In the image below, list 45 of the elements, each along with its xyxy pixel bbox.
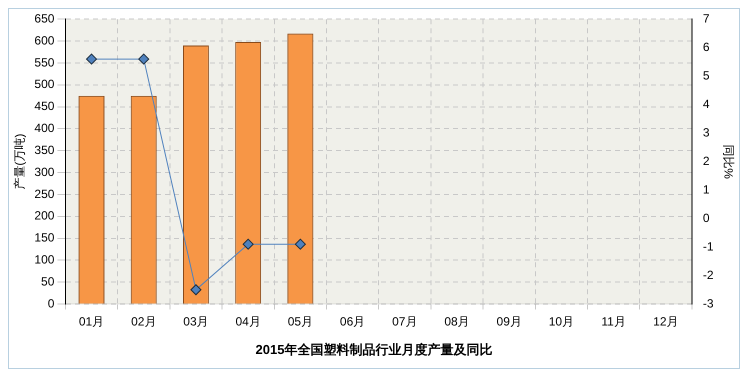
x-tick-label: 09月 <box>496 314 522 329</box>
x-tick-label: 08月 <box>444 314 470 329</box>
y2-tick-label: 3 <box>702 125 710 140</box>
y-tick-label: 50 <box>41 274 55 288</box>
y2-tick-label: 6 <box>702 40 710 54</box>
y-axis-title: 产量(万吨) <box>12 134 27 190</box>
y2-tick-label: 1 <box>702 182 710 196</box>
point <box>86 54 98 65</box>
point <box>294 238 306 250</box>
point <box>138 54 150 65</box>
x-tick-label: 03月 <box>183 314 209 329</box>
y-tick-label: 0 <box>48 296 55 310</box>
y-tick-label: 100 <box>34 252 55 266</box>
y-tick-label: 150 <box>34 230 55 245</box>
y2-tick-label: 0 <box>702 210 710 225</box>
y2-tick-label: 7 <box>702 12 710 26</box>
y-tick-label: 400 <box>34 121 55 136</box>
point <box>242 238 254 250</box>
x-tick-label: 02月 <box>131 314 156 329</box>
x-tick-label: 01月 <box>78 314 104 329</box>
y-tick-label: 500 <box>34 77 55 92</box>
y2-tick-label: 5 <box>702 68 710 82</box>
y-tick-label: 450 <box>34 99 55 114</box>
text: 2015年全国塑料制品行业月度产量及同比 <box>256 342 492 357</box>
x-tick-label: 11月 <box>601 314 626 329</box>
y-tick-label: 550 <box>34 55 55 70</box>
y-tick-label: 200 <box>34 208 55 223</box>
y2-axis-title: 同比% <box>721 144 736 180</box>
y2-tick-label: -2 <box>702 268 714 282</box>
x-tick-label: 04月 <box>235 314 261 329</box>
y-tick-label: 350 <box>34 142 55 157</box>
x-tick-label: 10月 <box>548 314 574 329</box>
y-tick-label: 250 <box>34 186 55 201</box>
y-tick-label: 600 <box>34 33 55 48</box>
y-tick-label: 650 <box>34 12 55 26</box>
y2-tick-label: 4 <box>702 96 710 111</box>
x-tick-label: 05月 <box>288 314 314 329</box>
y2-tick-label: -1 <box>702 239 714 254</box>
y-tick-label: 300 <box>34 164 55 179</box>
y2-tick-label: -3 <box>702 296 714 310</box>
x-tick-label: 12月 <box>653 314 679 329</box>
x-tick-label: 07月 <box>392 314 418 329</box>
x-tick-label: 06月 <box>340 314 366 329</box>
y2-tick-label: 2 <box>702 154 710 168</box>
point <box>190 284 202 296</box>
